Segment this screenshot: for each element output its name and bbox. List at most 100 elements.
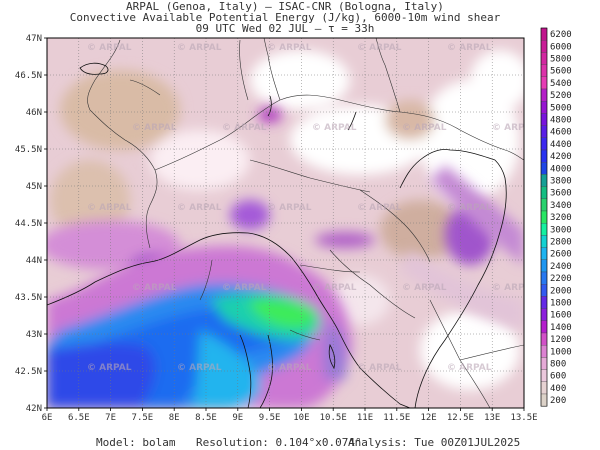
- colorbar-label: 2400: [550, 262, 572, 272]
- lon-label: 10.5E: [320, 413, 347, 423]
- lon-label: 8E: [169, 413, 180, 423]
- watermarks: © ARPAL © ARPAL © ARPAL © ARPAL © ARPAL © ARP…: [87, 43, 600, 373]
- watermark-text: © ARPAL: [492, 123, 537, 133]
- watermark-text: © ARPAL: [312, 283, 357, 293]
- lon-label: 13.5E: [510, 413, 537, 423]
- lon-label: 11.5E: [383, 413, 410, 423]
- colorbar-label: 4400: [550, 140, 572, 150]
- watermark-text: © ARPAL: [447, 43, 492, 53]
- colorbar-label: 3000: [550, 225, 572, 235]
- colorbar-label: 2600: [550, 250, 572, 260]
- lon-label: 6E: [42, 413, 53, 423]
- footer-resolution: Resolution: 0.104°x0.074°: [196, 436, 362, 449]
- lon-label: 8.5E: [195, 413, 217, 423]
- colorbar-swatch: [540, 101, 548, 114]
- colorbar-swatch: [540, 369, 548, 382]
- watermark-text: © ARPAL: [222, 123, 267, 133]
- watermark-text: © ARPAL: [267, 203, 312, 213]
- watermark-text: © ARPAL: [492, 283, 537, 293]
- watermark-text: © ARPAL: [402, 283, 447, 293]
- colorbar-label: 5000: [550, 103, 572, 113]
- colorbar-label: 4200: [550, 152, 572, 162]
- colorbar-swatch: [540, 308, 548, 321]
- lon-label: 11E: [357, 413, 373, 423]
- lon-label: 9E: [232, 413, 243, 423]
- lat-label: 46N: [26, 108, 42, 118]
- colorbar-swatch: [540, 210, 548, 224]
- lat-label: 43N: [26, 330, 42, 340]
- colorbar-swatch: [540, 357, 548, 370]
- colorbar-label: 3600: [550, 189, 572, 199]
- colorbar-swatch: [540, 235, 548, 248]
- footer-analysis: Analysis: Tue 00Z01JUL2025: [348, 436, 521, 449]
- colorbar-label: 600: [550, 372, 566, 382]
- lat-label: 45.5N: [15, 145, 42, 155]
- lat-label: 42N: [26, 404, 42, 414]
- colorbar-label: 1000: [550, 347, 572, 357]
- colorbar-label: 1600: [550, 311, 572, 321]
- colorbar-swatch: [540, 393, 548, 407]
- lat-label: 47N: [26, 34, 42, 44]
- colorbar-label: 2200: [550, 274, 572, 284]
- colorbar-label: 200: [550, 396, 566, 406]
- watermark-text: © ARPAL: [87, 43, 132, 53]
- colorbar-label: 5200: [550, 91, 572, 101]
- sea-shading: [47, 165, 524, 408]
- longitude-labels: 6E 6.5E 7E 7.5E 8E 8.5E 9E 9.5E 10E 10.5E 11E 11.5E…: [42, 408, 538, 423]
- lon-label: 7.5E: [132, 413, 154, 423]
- colorbar-label: 800: [550, 360, 566, 370]
- colorbar-swatch: [540, 113, 548, 126]
- colorbar-swatch: [540, 259, 548, 273]
- colorbar-label: 5800: [550, 55, 572, 65]
- watermark-text: © ARPAL: [267, 43, 312, 53]
- lon-label: 6.5E: [68, 413, 90, 423]
- colorbar-label: 4600: [550, 128, 572, 138]
- colorbar-swatch: [540, 345, 548, 358]
- colorbar-swatch: [540, 186, 548, 199]
- watermark-text: © ARPAL: [402, 123, 447, 133]
- colorbar-label: 2000: [550, 286, 572, 296]
- colorbar-swatch: [540, 320, 548, 334]
- watermark-text: © ARPAL: [132, 123, 177, 133]
- colorbar-swatch: [540, 223, 548, 236]
- colorbar-label: 3400: [550, 201, 572, 211]
- colorbar-swatch: [540, 64, 548, 77]
- country-borders: [87, 38, 524, 408]
- colorbar-swatch: [540, 332, 548, 346]
- colorbar-label: 4800: [550, 116, 572, 126]
- colorbar-label: 1400: [550, 323, 572, 333]
- colorbar-frame: [540, 27, 548, 407]
- colorbar-label: 5400: [550, 79, 572, 89]
- colorbar-label: 1800: [550, 299, 572, 309]
- colorbar-swatch: [540, 174, 548, 187]
- colorbar: 6200 6000 5800 5600 5400 5200 5000 4800 4600 4400…: [540, 27, 572, 407]
- lon-label: 12E: [420, 413, 436, 423]
- colorbar-swatch: [540, 271, 548, 285]
- lon-label: 13E: [484, 413, 500, 423]
- header-time: 09 UTC Wed 02 JUL – τ = 33h: [195, 22, 375, 35]
- colorbar-swatch: [540, 76, 548, 90]
- cape-field: © ARPAL © ARPAL © ARPAL © ARPAL © ARPAL © ARP…: [47, 38, 600, 408]
- colorbar-label: 6200: [550, 30, 572, 40]
- header-title: ARPAL (Genoa, Italy) – ISAC-CNR (Bologna…: [126, 0, 444, 13]
- colorbar-label: 3200: [550, 213, 572, 223]
- colorbar-label: 6000: [550, 42, 572, 52]
- colorbar-label: 4000: [550, 164, 572, 174]
- colorbar-swatch: [540, 381, 548, 395]
- colorbar-label: 400: [550, 384, 566, 394]
- colorbar-swatch: [540, 149, 548, 163]
- watermark-text: © ARPAL: [312, 123, 357, 133]
- coastline: [47, 149, 507, 408]
- watermark-text: © ARPAL: [582, 123, 600, 133]
- watermark-text: © ARPAL: [582, 283, 600, 293]
- lakes: [79, 62, 357, 131]
- colorbar-swatch: [540, 198, 548, 212]
- colorbar-swatch: [540, 296, 548, 309]
- watermark-text: © ARPAL: [267, 363, 312, 373]
- colorbar-label: 3800: [550, 177, 572, 187]
- watermark-text: © ARPAL: [447, 203, 492, 213]
- lat-label: 44N: [26, 256, 42, 266]
- watermark-text: © ARPAL: [222, 283, 267, 293]
- colorbar-label: 1200: [550, 335, 572, 345]
